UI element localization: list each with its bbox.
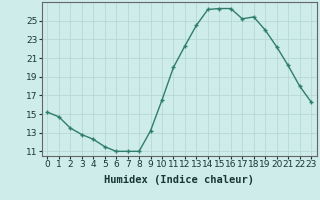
X-axis label: Humidex (Indice chaleur): Humidex (Indice chaleur) — [104, 175, 254, 185]
